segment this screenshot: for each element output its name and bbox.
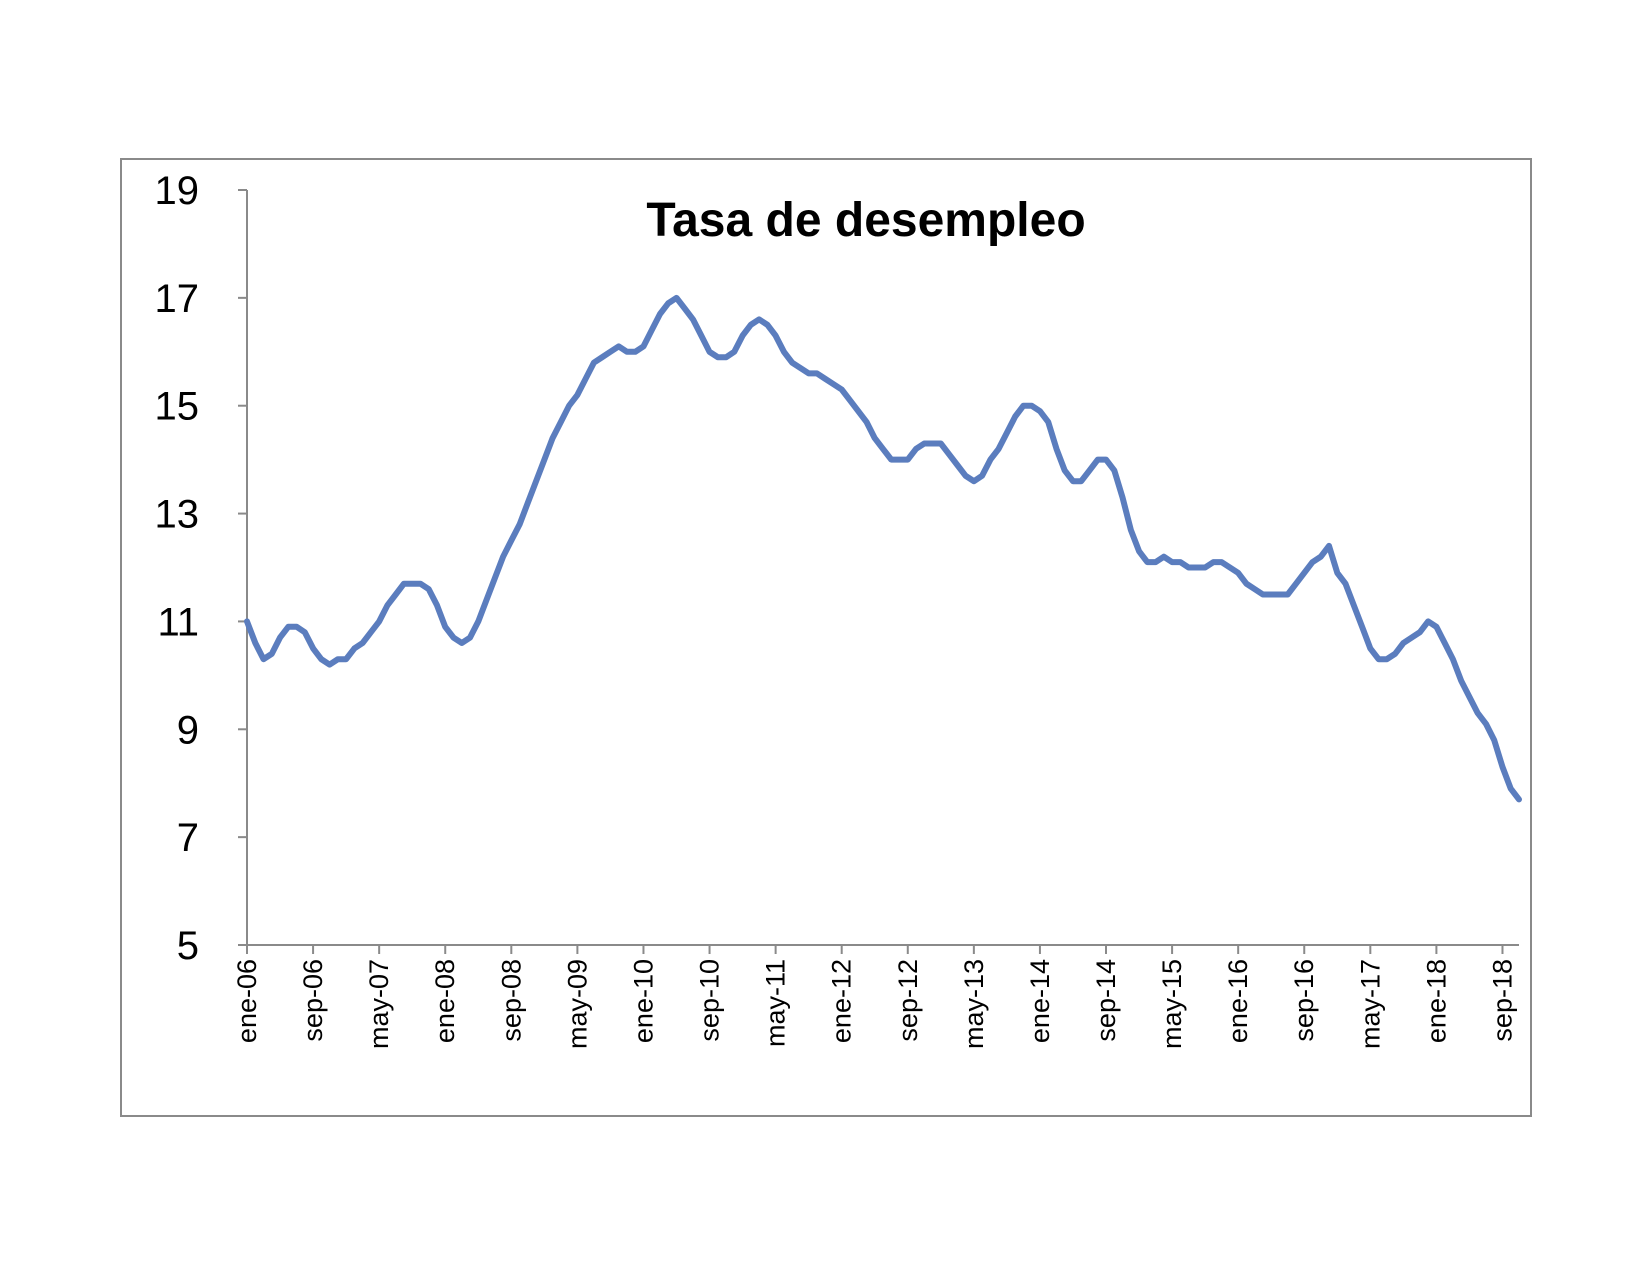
x-tick-label: may-15 bbox=[1157, 959, 1187, 1049]
y-tick-label: 5 bbox=[177, 924, 199, 968]
y-tick-label: 19 bbox=[155, 169, 200, 213]
series-layer bbox=[244, 294, 1522, 803]
chart-border bbox=[120, 158, 1532, 1117]
x-tick-label: ene-18 bbox=[1421, 959, 1451, 1043]
y-axis-ticks: 5 7 9 11 13 15 17 19 bbox=[155, 169, 247, 968]
y-tick-label: 11 bbox=[157, 600, 199, 644]
x-tick-label: sep-14 bbox=[1091, 959, 1121, 1042]
y-tick-label: 9 bbox=[177, 708, 199, 752]
x-tick-label: ene-16 bbox=[1223, 959, 1253, 1043]
y-tick-label: 13 bbox=[155, 493, 200, 537]
x-tick-label: sep-06 bbox=[298, 959, 328, 1042]
chart-title: Tasa de desempleo bbox=[646, 194, 1085, 247]
x-tick-label: ene-06 bbox=[232, 959, 262, 1043]
x-tick-label: sep-18 bbox=[1487, 959, 1517, 1042]
x-tick-label: sep-10 bbox=[695, 959, 725, 1042]
y-tick-label: 17 bbox=[155, 277, 200, 321]
x-tick-label: ene-10 bbox=[628, 959, 658, 1043]
x-tick-label: may-09 bbox=[562, 959, 592, 1049]
x-tick-label: ene-08 bbox=[430, 959, 460, 1043]
x-tick-label: sep-08 bbox=[496, 959, 526, 1042]
y-tick-label: 15 bbox=[155, 385, 200, 429]
x-axis-ticks: ene-06 sep-06 may-07 ene-08 sep-08 may-09 ene-… bbox=[232, 945, 1517, 1049]
x-tick-label: may-13 bbox=[959, 959, 989, 1049]
x-tick-label: ene-12 bbox=[827, 959, 857, 1043]
x-tick-label: sep-12 bbox=[893, 959, 923, 1042]
x-tick-label: ene-14 bbox=[1025, 959, 1055, 1043]
y-tick-label: 7 bbox=[177, 816, 199, 860]
series-line-0 bbox=[244, 294, 1522, 803]
x-tick-label: sep-16 bbox=[1289, 959, 1319, 1042]
x-tick-label: may-17 bbox=[1355, 959, 1385, 1049]
x-tick-label: may-11 bbox=[761, 959, 791, 1047]
x-tick-label: may-07 bbox=[364, 959, 394, 1049]
